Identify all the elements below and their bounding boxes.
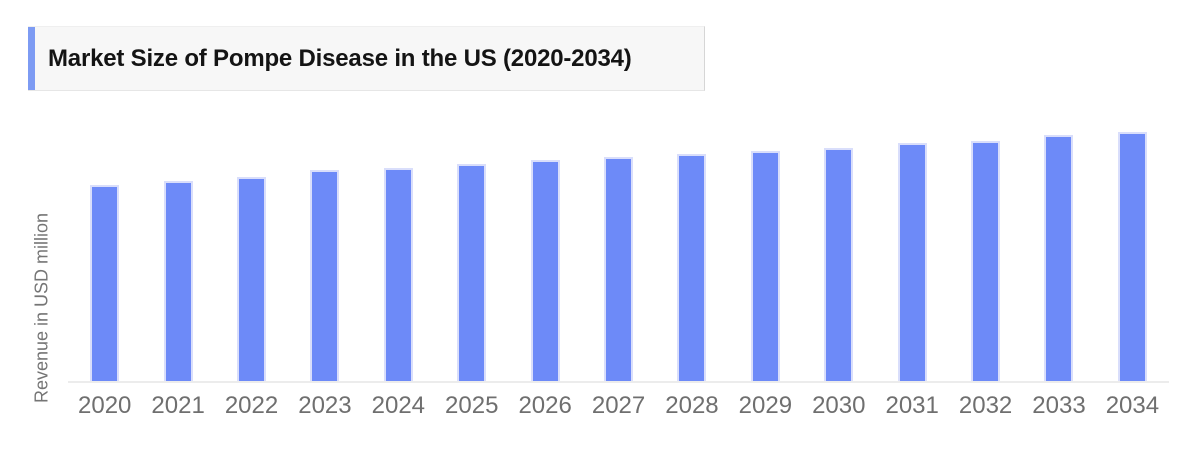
bar-2028: [677, 154, 707, 381]
bar-slot-2031: [875, 121, 948, 381]
x-tick-label-2033: 2033: [1032, 392, 1086, 419]
bar-2020: [90, 185, 120, 381]
title-accent-bar: [28, 27, 35, 90]
x-tick-label-2028: 2028: [665, 392, 719, 419]
bar-slot-2024: [362, 121, 435, 381]
bar-slot-2023: [288, 121, 361, 381]
x-tick-label-2031: 2031: [885, 392, 939, 419]
bar-slot-2021: [141, 121, 214, 381]
x-tick-label-2023: 2023: [298, 392, 352, 419]
bar-slot-2025: [435, 121, 508, 381]
bar-2033: [1044, 135, 1074, 381]
x-tick-label-2032: 2032: [958, 392, 1013, 419]
x-tick-label-2024: 2024: [371, 392, 426, 419]
bar-slot-2029: [729, 121, 802, 381]
bar-slot-2034: [1096, 121, 1169, 381]
bar-slot-2027: [582, 121, 655, 381]
chart-title-box: Market Size of Pompe Disease in the US (…: [28, 26, 705, 91]
bar-slot-2032: [949, 121, 1022, 381]
bar-2025: [457, 164, 487, 381]
bar-series: [68, 121, 1169, 381]
bar-2021: [163, 181, 193, 381]
bar-2031: [897, 143, 927, 381]
bar-slot-2028: [655, 121, 728, 381]
bar-2022: [237, 177, 267, 381]
x-tick-label-2022: 2022: [224, 392, 279, 419]
bar-slot-2022: [215, 121, 288, 381]
x-axis-line: [68, 381, 1169, 383]
x-tick-label-2021: 2021: [151, 392, 205, 419]
x-tick-label-2027: 2027: [591, 392, 646, 419]
bar-slot-2030: [802, 121, 875, 381]
bar-2034: [1117, 132, 1147, 381]
bar-2027: [604, 157, 634, 381]
x-tick-label-2029: 2029: [738, 392, 793, 419]
y-axis-label: Revenue in USD million: [31, 212, 52, 404]
bar-slot-2033: [1022, 121, 1095, 381]
bar-slot-2026: [508, 121, 581, 381]
bar-2030: [824, 148, 854, 381]
x-axis-tick-labels: 2020 2021 2022 2023 2024 2025 2026 2027 2028 2029…: [68, 392, 1169, 420]
x-tick-label-2026: 2026: [518, 392, 572, 419]
bar-2029: [750, 151, 780, 381]
x-tick-label-2034: 2034: [1105, 392, 1160, 419]
chart-title: Market Size of Pompe Disease in the US (…: [48, 44, 632, 72]
bar-2024: [383, 168, 413, 381]
plot-area: 2020 2021 2022 2023 2024 2025 2026 2027 2028 2029…: [68, 121, 1169, 419]
bar-slot-2020: [68, 121, 141, 381]
x-tick-label-2020: 2020: [78, 392, 132, 419]
bar-2023: [310, 170, 340, 381]
x-tick-label-2030: 2030: [812, 392, 866, 419]
bar-2026: [530, 160, 560, 381]
x-tick-label-2025: 2025: [445, 392, 499, 419]
bar-2032: [971, 141, 1001, 381]
